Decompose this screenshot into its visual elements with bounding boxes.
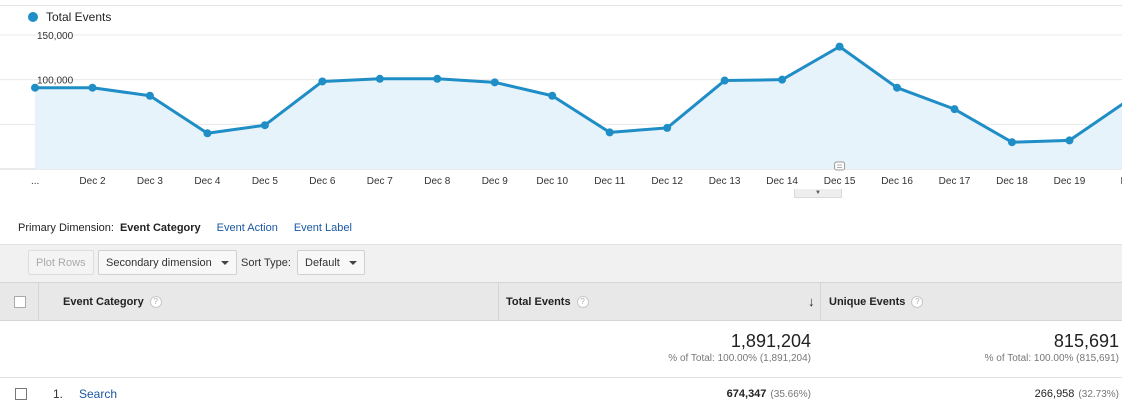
select-all-cell xyxy=(14,283,26,320)
row-total-events-percent: (35.66%) xyxy=(770,389,811,400)
annotation-icon xyxy=(834,161,846,171)
x-tick-label: Dec 17 xyxy=(939,176,971,187)
x-tick-label: Dec 7 xyxy=(367,176,394,187)
total-events-percent: % of Total: 100.00% (1,891,204) xyxy=(668,353,811,364)
chart-legend[interactable]: Total Events xyxy=(28,10,111,24)
data-point[interactable] xyxy=(950,105,959,114)
row-total-events-value: 674,347 xyxy=(726,388,767,400)
x-tick-label: De xyxy=(1121,176,1122,187)
sort-type-dropdown[interactable]: Default xyxy=(297,250,365,275)
row-unique-events-value: 266,958 xyxy=(1034,388,1075,400)
x-tick-label: Dec 15 xyxy=(824,176,856,187)
data-point[interactable] xyxy=(720,76,729,85)
data-point[interactable] xyxy=(490,78,499,87)
row-unique-events-percent: (32.73%) xyxy=(1078,389,1119,400)
data-point[interactable] xyxy=(318,77,327,86)
y-tick-label: 100,000 xyxy=(37,76,74,87)
x-tick-label: Dec 11 xyxy=(594,176,625,187)
unique-events-sum: 815,691 xyxy=(1053,331,1119,351)
help-icon[interactable]: ? xyxy=(149,295,162,308)
series-line xyxy=(35,45,1122,144)
x-tick-label: Dec 4 xyxy=(194,176,221,187)
caret-down-icon xyxy=(348,260,357,265)
plot-rows-button[interactable]: Plot Rows xyxy=(28,250,94,275)
header-event-category[interactable]: Event Category ? xyxy=(63,283,162,320)
data-point[interactable] xyxy=(1065,136,1074,145)
help-icon[interactable]: ? xyxy=(911,295,924,308)
primary-dimension-label: Primary Dimension: xyxy=(18,222,114,234)
primary-dimension-event-action[interactable]: Event Action xyxy=(216,222,278,234)
row-total-events: 674,347 (35.66%) xyxy=(727,388,811,400)
data-point[interactable] xyxy=(260,121,269,130)
x-tick-label: Dec 6 xyxy=(309,176,336,187)
chevron-down-icon: ▼ xyxy=(815,190,821,196)
x-tick-label: Dec 10 xyxy=(536,176,568,187)
data-point[interactable] xyxy=(835,42,844,51)
header-total-events[interactable]: Total Events ? xyxy=(506,283,589,320)
x-tick-label: Dec 14 xyxy=(766,176,798,187)
primary-dimension-bar: Primary Dimension: Event Category Event … xyxy=(18,222,368,234)
series-dot-icon xyxy=(28,12,38,22)
header-event-category-label: Event Category xyxy=(63,295,144,308)
help-icon[interactable]: ? xyxy=(576,295,589,308)
data-point[interactable] xyxy=(605,128,614,137)
x-tick-label: Dec 16 xyxy=(881,176,913,187)
x-tick-label: Dec 9 xyxy=(482,176,509,187)
x-tick-label: Dec 13 xyxy=(709,176,741,187)
y-tick-label: 150,000 xyxy=(37,31,74,42)
data-point[interactable] xyxy=(548,91,557,100)
x-tick-label: Dec 18 xyxy=(996,176,1028,187)
table-row: 1. Search 674,347 (35.66%) 266,958 (32.73%… xyxy=(0,378,1122,413)
secondary-dimension-label: Secondary dimension xyxy=(106,256,212,269)
legend-label: Total Events xyxy=(46,10,112,24)
select-all-checkbox[interactable] xyxy=(14,295,26,308)
sort-descending-arrow-icon: ↓ xyxy=(808,294,815,309)
data-point[interactable] xyxy=(433,74,442,83)
x-tick-label: Dec 5 xyxy=(252,176,279,187)
x-tick-label: Dec 19 xyxy=(1054,176,1086,187)
data-point[interactable] xyxy=(663,123,672,132)
header-unique-events[interactable]: Unique Events ? xyxy=(829,283,924,320)
row-checkbox[interactable] xyxy=(15,388,27,400)
data-point[interactable] xyxy=(145,91,154,100)
totals-row: 1,891,204 % of Total: 100.00% (1,891,204… xyxy=(0,321,1122,378)
x-tick-label: Dec 8 xyxy=(424,176,451,187)
x-tick-label: Dec 2 xyxy=(79,176,106,187)
chart-collapse-handle[interactable]: ▼ xyxy=(794,189,842,198)
x-tick-label: ... xyxy=(31,176,39,187)
primary-dimension-event-label[interactable]: Event Label xyxy=(293,222,352,234)
primary-dimension-event-category: Event Category xyxy=(119,222,201,234)
row-unique-events: 266,958 (32.73%) xyxy=(1035,388,1119,400)
row-category-link[interactable]: Search xyxy=(79,387,118,401)
top-border xyxy=(0,5,1122,6)
secondary-dimension-dropdown[interactable]: Secondary dimension xyxy=(98,250,237,275)
unique-events-percent: % of Total: 100.00% (815,691) xyxy=(984,353,1119,364)
data-point[interactable] xyxy=(778,75,787,84)
total-events-sum: 1,891,204 xyxy=(730,331,811,351)
x-tick-label: Dec 3 xyxy=(137,176,164,187)
data-point[interactable] xyxy=(375,74,384,83)
header-unique-events-label: Unique Events xyxy=(829,295,906,308)
header-total-events-label: Total Events xyxy=(506,295,571,308)
sort-type-value: Default xyxy=(305,256,340,269)
caret-down-icon xyxy=(220,260,229,265)
table-header-row: Event Category ? Total Events ? ↓ Unique… xyxy=(0,282,1122,321)
data-point[interactable] xyxy=(893,83,902,92)
data-point[interactable] xyxy=(203,129,212,138)
x-tick-label: Dec 12 xyxy=(651,176,683,187)
row-index: 1. xyxy=(53,387,64,401)
series-area xyxy=(35,46,1122,169)
data-point[interactable] xyxy=(31,83,39,92)
table-toolbar: Plot Rows Secondary dimension Sort Type:… xyxy=(0,244,1122,282)
data-point[interactable] xyxy=(1007,138,1016,147)
data-point[interactable] xyxy=(88,83,97,92)
sort-type-label: Sort Type: xyxy=(241,257,291,269)
